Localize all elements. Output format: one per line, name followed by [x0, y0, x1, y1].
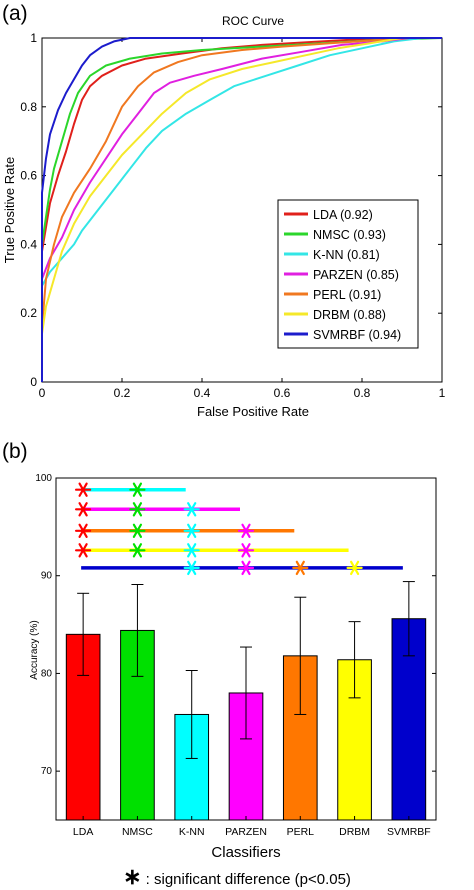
- significance-star-stroke: [78, 523, 88, 538]
- roc-series-line: [41, 37, 443, 382]
- significance-footnote: ∗ : significant difference (p<0.05): [123, 864, 351, 889]
- bar-category-label: NMSC: [122, 826, 153, 838]
- roc-x-tick-label: 0.8: [354, 386, 371, 400]
- bar-y-tick-label: 90: [41, 571, 53, 582]
- significance-star-icon: [74, 543, 92, 558]
- panel-a-label: (a): [2, 2, 28, 25]
- bar-x-axis-label: Classifiers: [211, 844, 280, 861]
- significance-star-icon: [346, 560, 363, 576]
- significance-star-icon: [183, 523, 200, 538]
- bar-y-tick-label: 100: [35, 473, 52, 484]
- significance-star-icon: [74, 523, 92, 538]
- bar-plot-area: 70 80 90 100 LDA NMSC K-NN PARZEN PERL DRBM SVMRBF: [35, 473, 437, 838]
- roc-series-line: [41, 37, 442, 382]
- bar-category-label: PARZEN: [225, 826, 267, 838]
- significance-star-icon: [292, 560, 309, 576]
- roc-legend-entry: K-NN (0.81): [313, 248, 380, 262]
- roc-y-tick-label: 1: [30, 31, 37, 45]
- significance-star-icon: [74, 482, 92, 497]
- significance-star-icon: [129, 482, 146, 497]
- significance-star-stroke: [132, 543, 142, 558]
- bar-y-tick-label: 80: [41, 668, 53, 679]
- significance-star-icon: [129, 543, 146, 558]
- roc-y-tick-label: 0.8: [20, 100, 37, 114]
- significance-star-stroke: [241, 523, 251, 538]
- significance-star-stroke: [132, 502, 142, 517]
- roc-x-tick-label: 1: [439, 386, 446, 400]
- roc-series-line: [41, 37, 442, 382]
- significance-star-icon: [74, 502, 92, 517]
- panel-b-label: (b): [2, 440, 28, 463]
- significance-star-icon: [129, 502, 146, 517]
- bar-y-axis-label: Accuracy (%): [29, 620, 40, 679]
- significance-star-stroke: [241, 543, 251, 558]
- significance-star-icon: [183, 560, 200, 576]
- bar-y-tick-label: 70: [41, 766, 53, 777]
- bar-category-label: K-NN: [179, 826, 205, 838]
- significance-star-icon: [237, 523, 255, 538]
- roc-legend-box: [277, 199, 419, 349]
- roc-y-tick-label: 0.6: [20, 169, 37, 183]
- bar-category-label: DRBM: [339, 826, 370, 838]
- roc-x-axis-label: False Positive Rate: [197, 404, 309, 419]
- roc-title: ROC Curve: [222, 14, 284, 28]
- significance-star-icon: [237, 560, 255, 576]
- significance-star-stroke: [187, 543, 197, 558]
- significance-star-stroke: [241, 560, 251, 576]
- roc-legend-entry: PARZEN (0.85): [313, 268, 399, 282]
- roc-y-tick-label: 0.4: [20, 237, 37, 251]
- bar-category-label: PERL: [287, 826, 315, 838]
- roc-series-line: [41, 37, 442, 382]
- bar-category-label: SVMRBF: [387, 826, 431, 838]
- bar-category-label: LDA: [73, 826, 93, 838]
- roc-plot-area: 0 0.2 0.4 0.6 0.8 1 0 0.2 0.4 0.6 0.8 1 LDA (0.92) NM…: [20, 31, 445, 400]
- footnote-text: : significant difference (p<0.05): [142, 871, 351, 888]
- roc-y-axis-label: True Positive Rate: [2, 157, 17, 263]
- significance-star-stroke: [350, 560, 360, 576]
- roc-legend-entry: LDA (0.92): [313, 208, 373, 222]
- roc-x-tick-label: 0.2: [114, 386, 131, 400]
- significance-star-stroke: [132, 482, 142, 497]
- significance-star-stroke: [295, 560, 305, 576]
- significance-star-icon: [237, 543, 255, 558]
- significance-star-stroke: [187, 502, 197, 517]
- roc-legend-entry: PERL (0.91): [313, 288, 381, 302]
- roc-series-line: [41, 37, 442, 382]
- roc-legend-entry: DRBM (0.88): [313, 308, 386, 322]
- roc-series-line: [41, 37, 442, 382]
- significance-star-stroke: [187, 523, 197, 538]
- roc-legend-entry: SVMRBF (0.94): [313, 328, 401, 342]
- significance-star-icon: [129, 523, 146, 538]
- significance-star-icon: [183, 502, 200, 517]
- significance-star-stroke: [78, 502, 88, 517]
- roc-y-tick-label: 0: [30, 375, 37, 389]
- roc-legend-entry: NMSC (0.93): [313, 228, 386, 242]
- roc-x-tick-label: 0: [39, 386, 46, 400]
- roc-x-tick-label: 0.6: [274, 386, 291, 400]
- significance-star-stroke: [187, 560, 197, 576]
- roc-y-tick-label: 0.2: [20, 306, 37, 320]
- roc-x-tick-label: 0.4: [194, 386, 211, 400]
- significance-star-stroke: [78, 482, 88, 497]
- roc-series-line: [41, 37, 442, 382]
- significance-star-stroke: [78, 543, 88, 558]
- footnote-star-icon: ∗: [123, 864, 141, 889]
- significance-star-icon: [183, 543, 200, 558]
- significance-star-stroke: [132, 523, 142, 538]
